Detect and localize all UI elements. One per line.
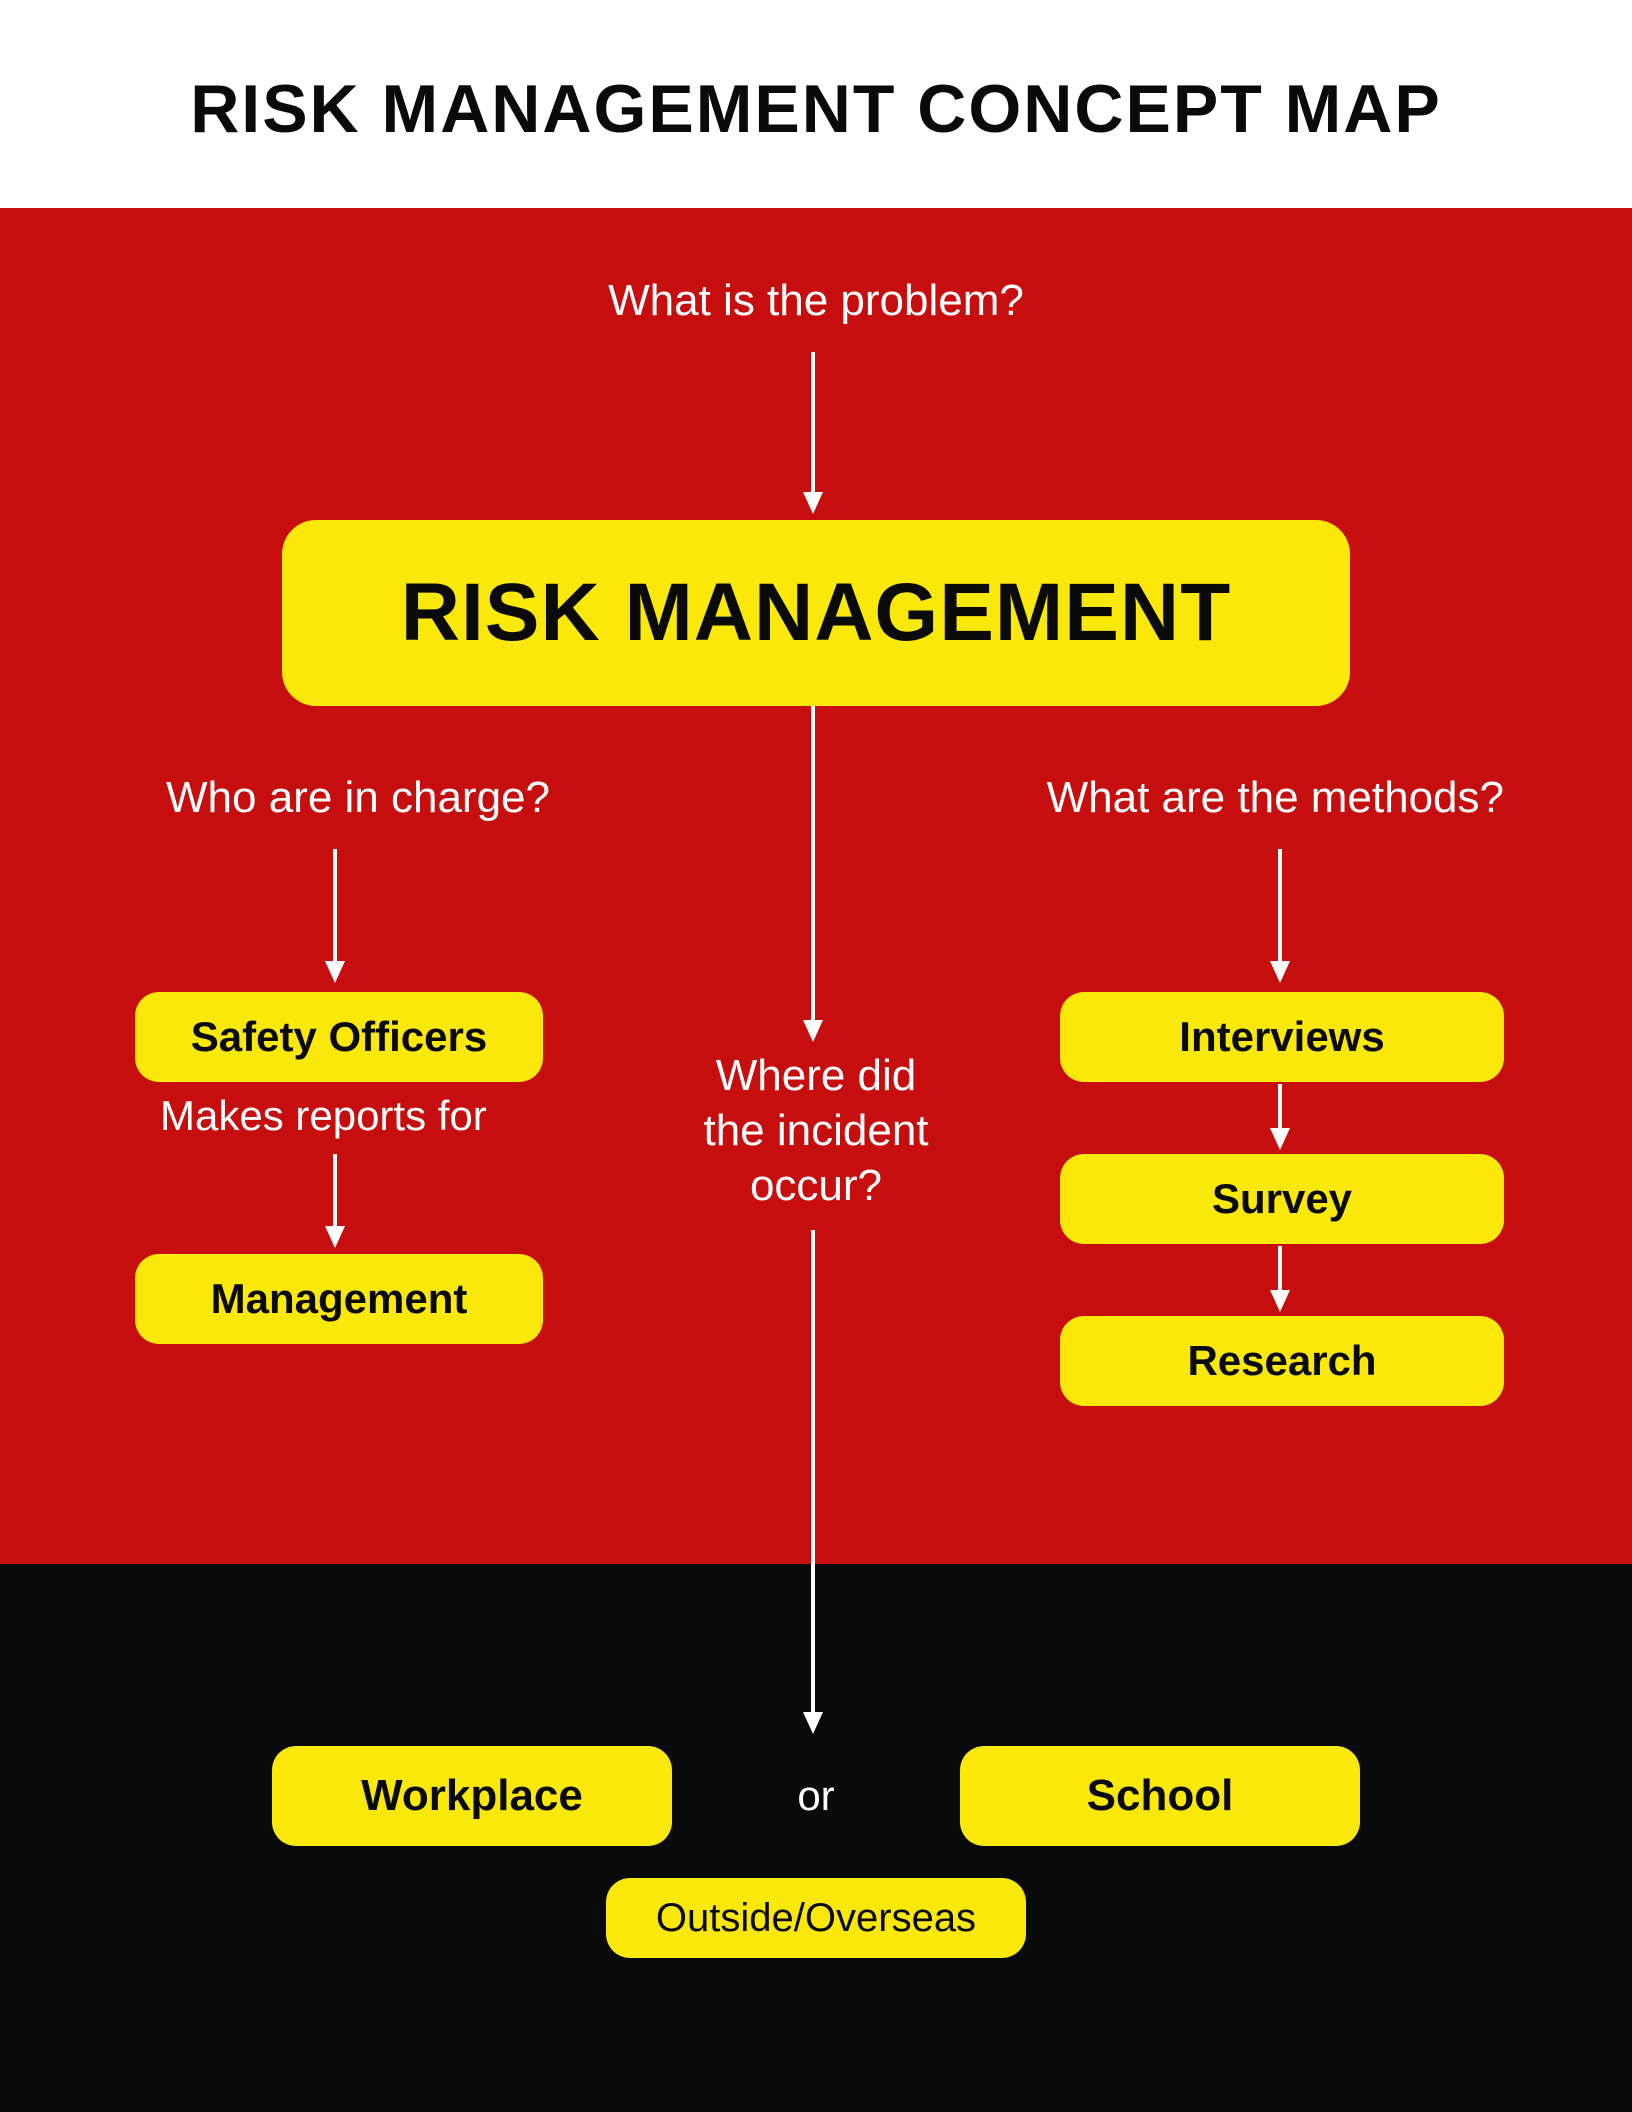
box-workplace-text: Workplace [361,1771,583,1821]
arrow-top-to-main [800,352,826,514]
question-center-line2: the incident [703,1106,928,1155]
box-school-text: School [1087,1771,1234,1821]
black-background-section: Workplace or School Outside/Overseas [0,1564,1632,2112]
connector-or: or [797,1772,834,1820]
arrow-interviews-survey [1267,1084,1293,1150]
box-survey-text: Survey [1212,1175,1352,1223]
box-research-text: Research [1187,1337,1376,1385]
box-outside-text: Outside/Overseas [656,1896,976,1941]
question-top: What is the problem? [608,276,1024,326]
box-interviews: Interviews [1060,992,1504,1082]
box-school: School [960,1746,1360,1846]
arrow-main-to-center [800,706,826,1042]
arrow-survey-research [1267,1246,1293,1312]
arrow-right-question [1267,849,1293,983]
question-center-line1: Where did [716,1051,917,1100]
box-management: Management [135,1254,543,1344]
question-right: What are the methods? [1047,773,1504,823]
main-concept-box: RISK MANAGEMENT [282,520,1350,706]
question-left: Who are in charge? [166,773,550,823]
question-center-line3: occur? [750,1161,882,1210]
box-workplace: Workplace [272,1746,672,1846]
connector-reports: Makes reports for [160,1092,487,1140]
arrow-left-question [322,849,348,983]
box-survey: Survey [1060,1154,1504,1244]
header-section: RISK MANAGEMENT CONCEPT MAP [0,0,1632,208]
box-outside-overseas: Outside/Overseas [606,1878,1026,1958]
box-interviews-text: Interviews [1179,1013,1384,1061]
box-management-text: Management [211,1275,468,1323]
red-background-section: What is the problem? RISK MANAGEMENT Who… [0,208,1632,1564]
arrow-left-reports [322,1154,348,1248]
box-safety-officers: Safety Officers [135,992,543,1082]
page-title: RISK MANAGEMENT CONCEPT MAP [0,70,1632,148]
main-concept-text: RISK MANAGEMENT [401,566,1231,660]
box-research: Research [1060,1316,1504,1406]
box-safety-text: Safety Officers [191,1013,487,1061]
question-center: Where did the incident occur? [703,1048,928,1213]
